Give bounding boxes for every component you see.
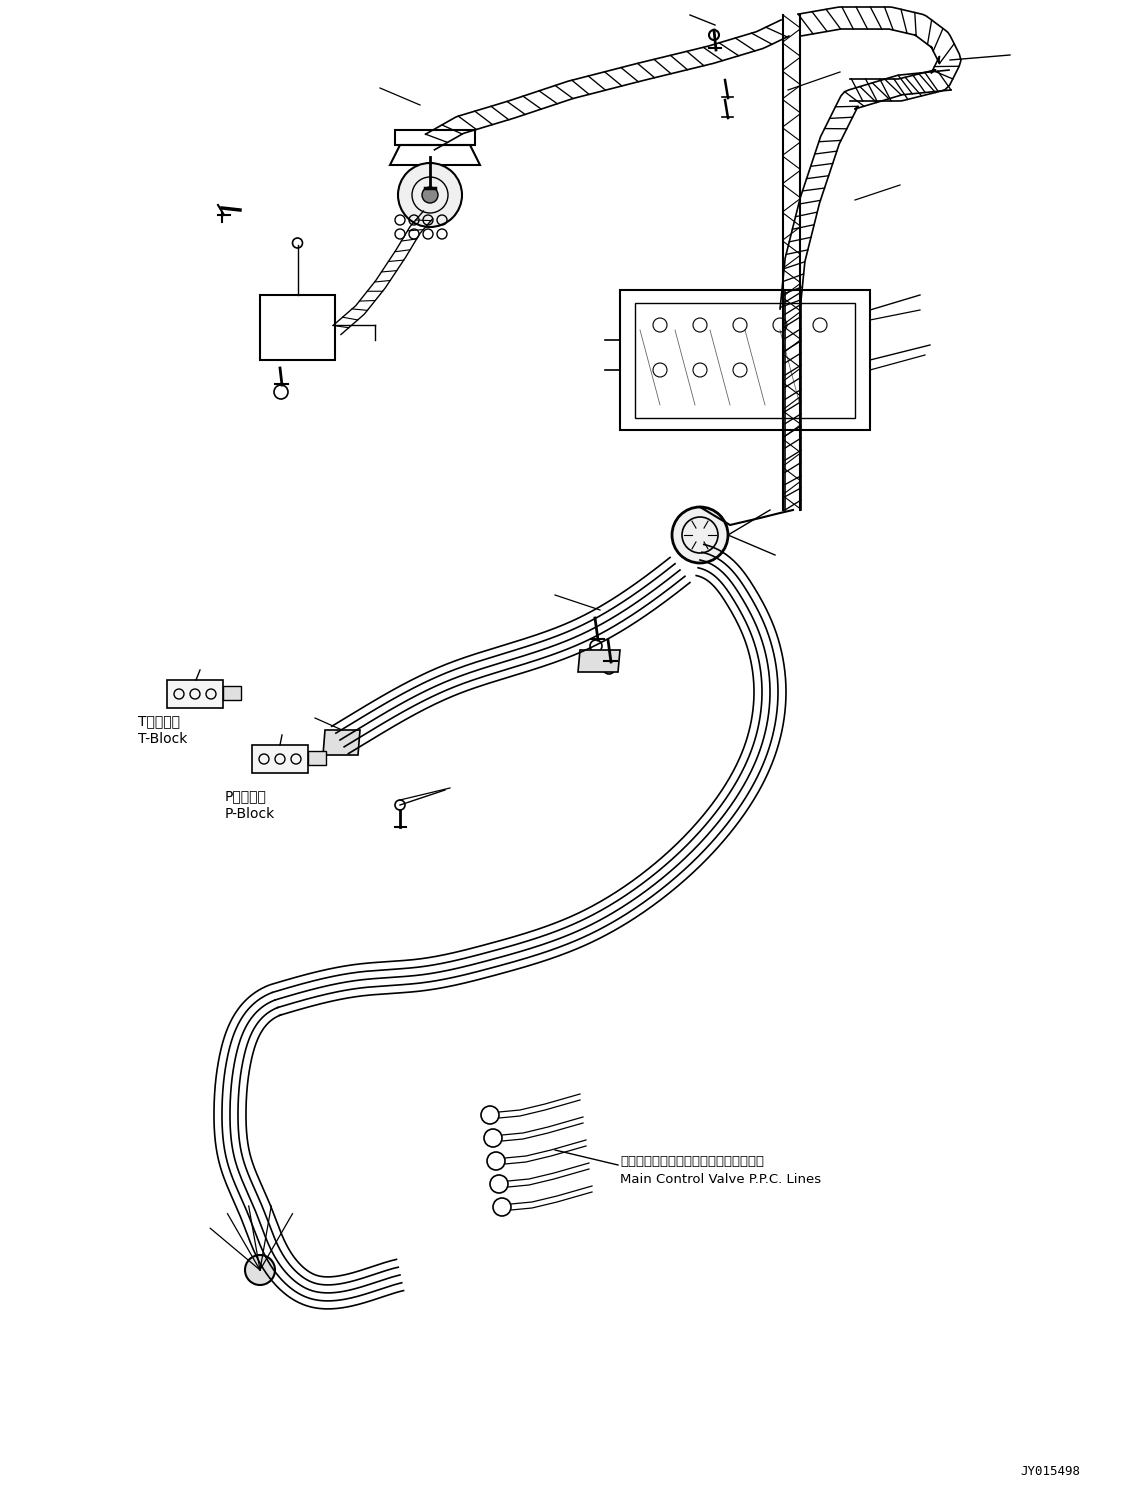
Bar <box>167 680 223 707</box>
Text: Pブロック: Pブロック <box>225 789 266 803</box>
Text: Tブロック: Tブロック <box>138 715 179 728</box>
Text: Main Control Valve P.P.C. Lines: Main Control Valve P.P.C. Lines <box>620 1173 821 1187</box>
Polygon shape <box>323 730 360 755</box>
Polygon shape <box>578 651 620 672</box>
Text: P-Block: P-Block <box>225 807 275 820</box>
Circle shape <box>398 162 462 226</box>
Bar <box>223 686 241 700</box>
Bar <box>636 302 855 418</box>
Circle shape <box>422 188 438 203</box>
Bar <box>259 295 335 360</box>
Text: メインコントロールバルブＰＰＣライン: メインコントロールバルブＰＰＣライン <box>620 1155 764 1167</box>
Circle shape <box>672 506 728 563</box>
Bar <box>251 744 307 773</box>
Text: T-Block: T-Block <box>138 733 187 746</box>
Circle shape <box>245 1255 275 1285</box>
Bar <box>307 750 326 765</box>
Bar <box>620 290 870 430</box>
Text: JY015498: JY015498 <box>1020 1465 1080 1479</box>
